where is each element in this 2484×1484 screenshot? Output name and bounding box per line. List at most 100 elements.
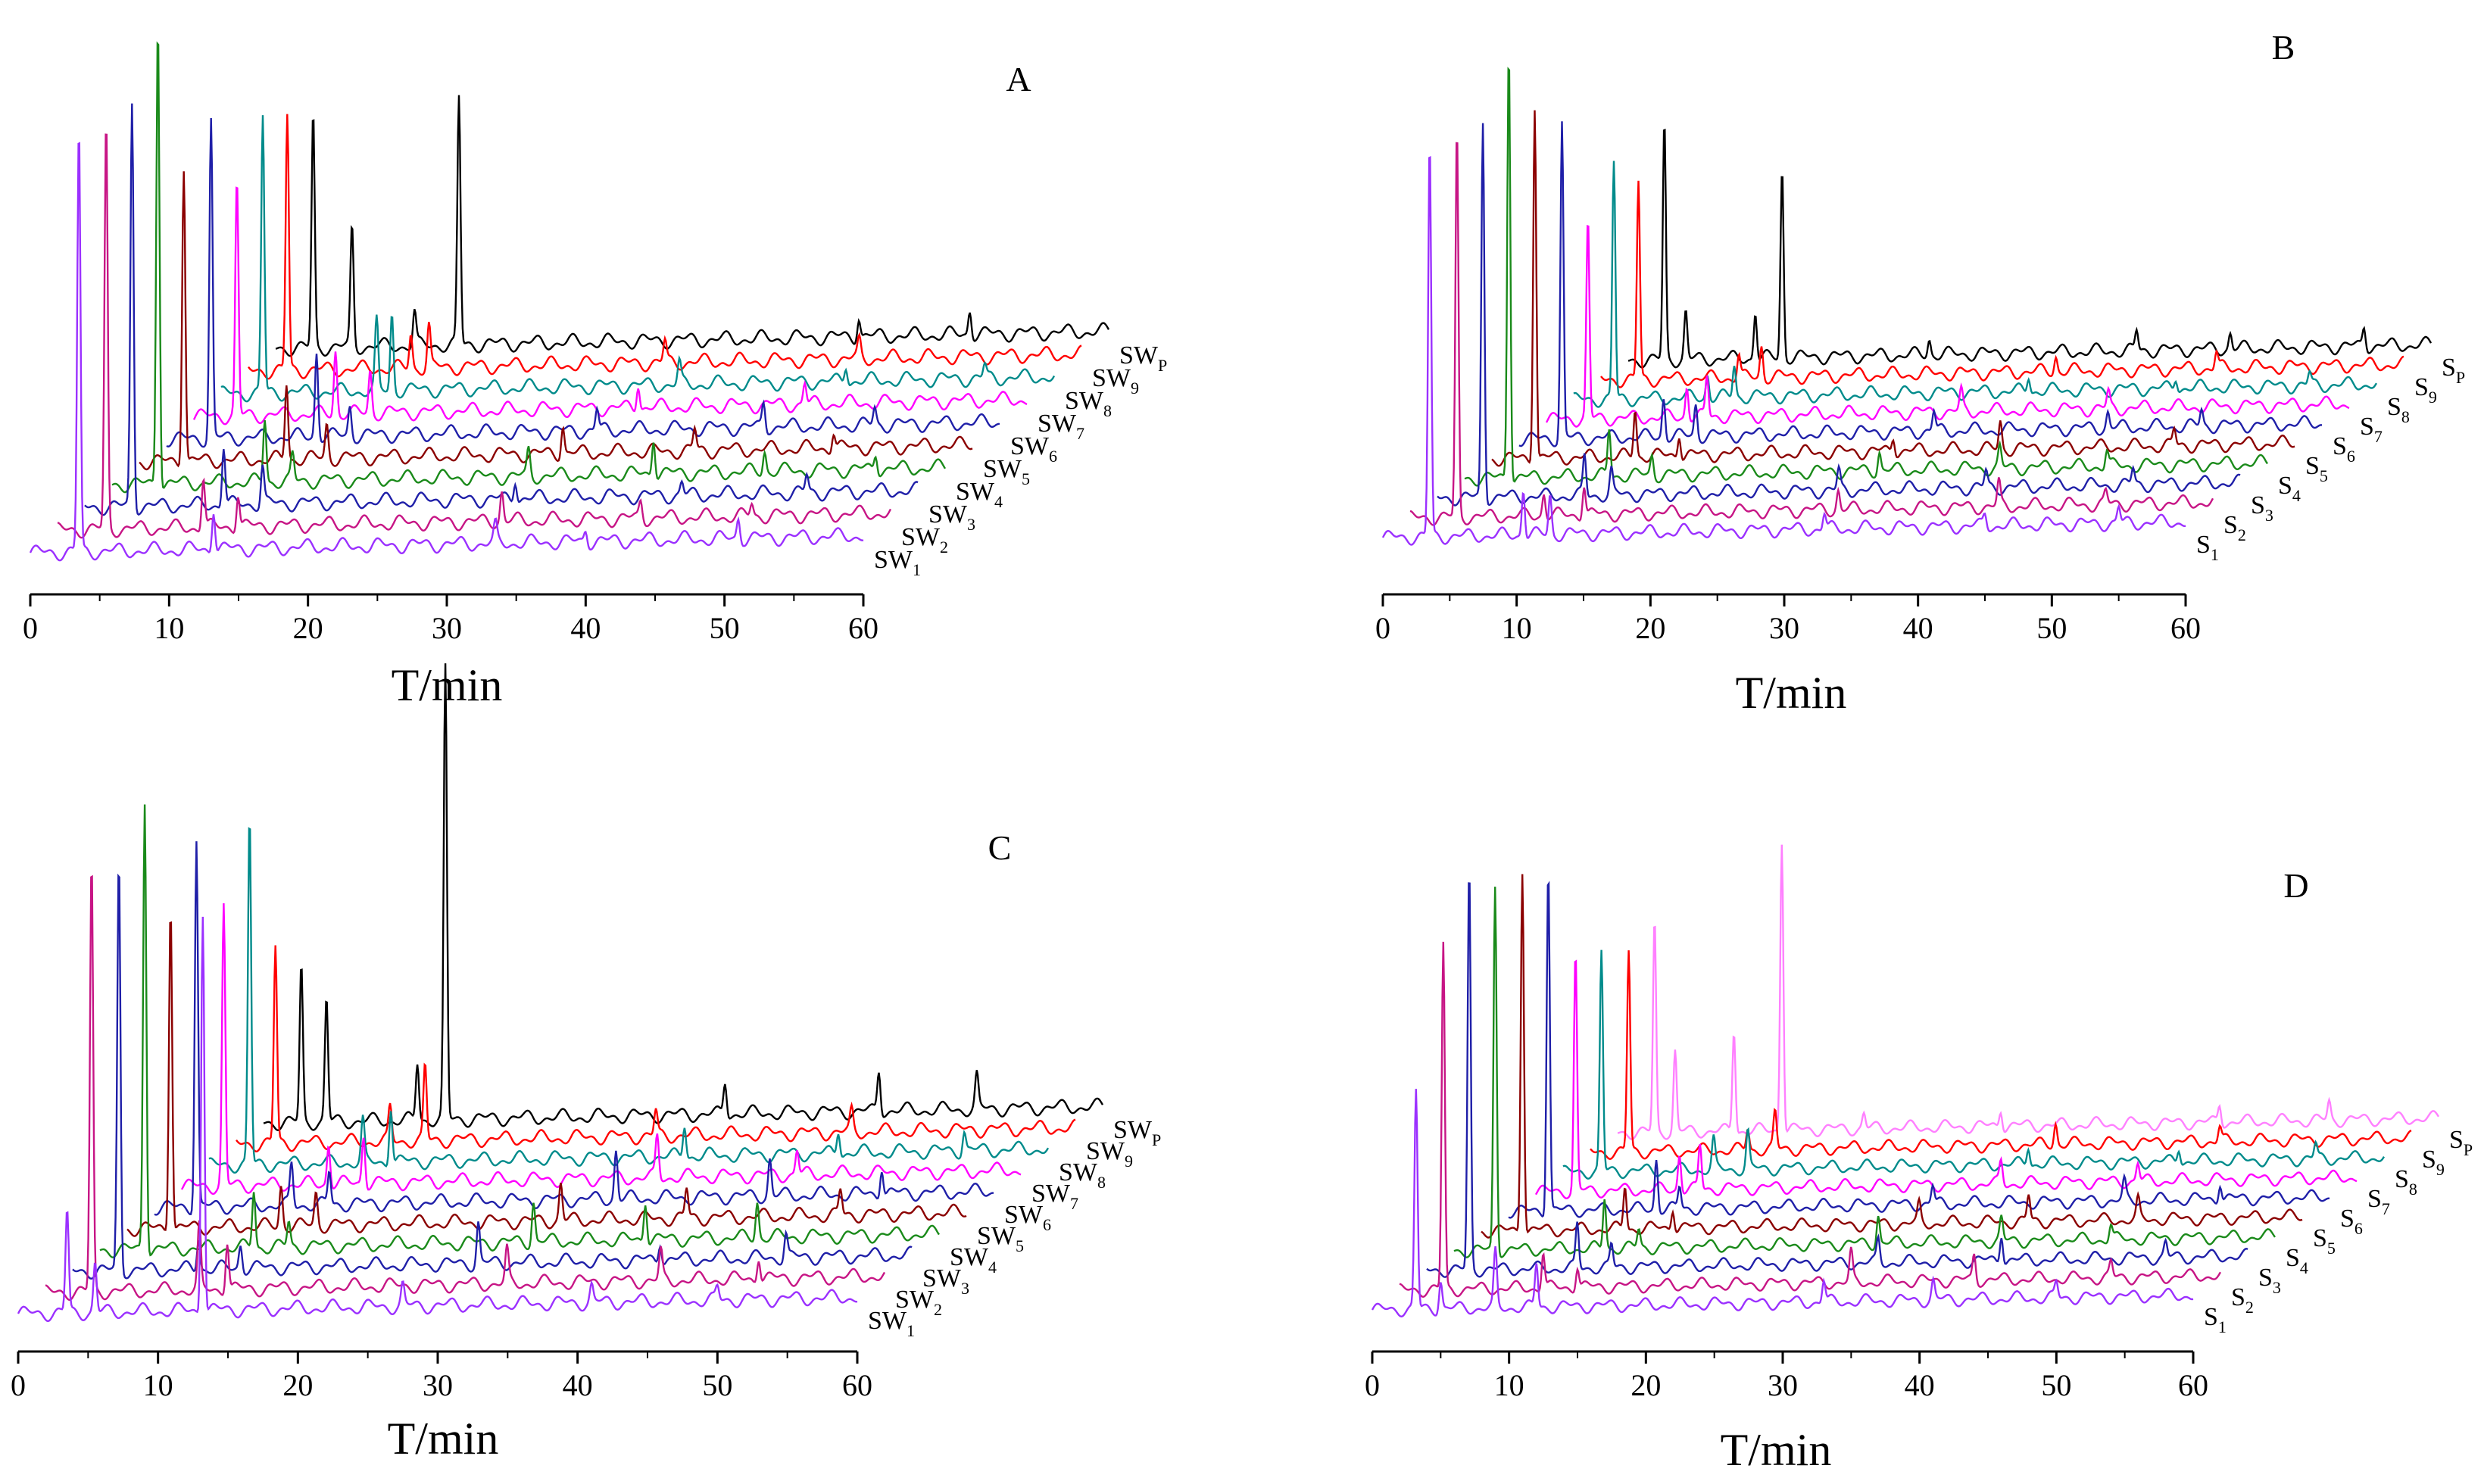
x-tick-label: 50 — [702, 1368, 732, 1402]
x-tick-label: 20 — [1631, 1368, 1661, 1402]
series-label: SW3 — [922, 1264, 969, 1298]
trace-sw-5 — [126, 921, 967, 1237]
trace-s-1 — [1381, 155, 2186, 546]
trace-sw-8 — [208, 827, 1050, 1174]
trace-sw-5 — [139, 171, 973, 471]
panel-title: C — [988, 828, 1012, 867]
x-tick-label: 20 — [1635, 611, 1665, 645]
series-label: SW7 — [1038, 410, 1084, 443]
x-tick-label: 20 — [293, 611, 323, 645]
series-label: S2 — [2223, 511, 2246, 544]
series-label: SP — [2449, 1126, 2473, 1159]
series-label: S5 — [2313, 1224, 2336, 1258]
series-label: S5 — [2305, 452, 2328, 485]
trace-s-p — [1617, 844, 2440, 1140]
series-label: SW1 — [868, 1307, 915, 1340]
series-label: S3 — [2258, 1264, 2281, 1297]
series-label: S4 — [2278, 472, 2301, 505]
trace-sw-2 — [45, 874, 886, 1302]
series-label: SW1 — [874, 546, 921, 579]
trace-s-3 — [1437, 123, 2241, 507]
series-label: S9 — [2414, 373, 2437, 407]
trace-sw-3 — [72, 873, 913, 1280]
series-label: SW4 — [956, 478, 1003, 511]
trace-s-9 — [1600, 180, 2404, 388]
trace-s-6 — [1518, 121, 2323, 447]
trace-sw-4 — [99, 804, 940, 1258]
x-tick-label: 0 — [1375, 611, 1390, 645]
series-label: S9 — [2422, 1146, 2445, 1179]
x-tick-label: 30 — [432, 611, 462, 645]
x-tick-label: 40 — [1905, 1368, 1935, 1402]
x-tick-label: 0 — [11, 1368, 26, 1402]
panel-title: D — [2283, 866, 2308, 905]
x-axis-label: T/min — [392, 660, 503, 710]
series-label: S2 — [2231, 1283, 2254, 1317]
trace-sw-p — [263, 663, 1104, 1131]
x-tick-label: 50 — [2041, 1368, 2071, 1402]
trace-sw-7 — [192, 186, 1028, 426]
trace-s-7 — [1545, 224, 2350, 428]
panel-c: 0 10 20 30 40 50 60 T/min C SWPSW9SW8SW7SW6SW5SW4… — [11, 663, 1161, 1464]
series-label: SW6 — [1010, 432, 1057, 466]
series-label: S1 — [2204, 1303, 2227, 1336]
series-label: S8 — [2395, 1165, 2417, 1199]
trace-sw-6 — [154, 841, 994, 1216]
trace-s-2 — [1409, 142, 2214, 526]
series-label: SWP — [1119, 341, 1167, 375]
trace-s-5 — [1481, 874, 2303, 1239]
x-axis-label: T/min — [388, 1414, 499, 1464]
series-label: S7 — [2360, 413, 2383, 446]
trace-s-2 — [1399, 941, 2222, 1298]
series-label: SW8 — [1059, 1158, 1106, 1192]
x-tick-label: 60 — [2178, 1368, 2208, 1402]
series-label: SWP — [1113, 1116, 1161, 1149]
x-tick-label: 40 — [563, 1368, 593, 1402]
trace-sw-7 — [180, 903, 1022, 1196]
trace-sw-9 — [236, 945, 1076, 1152]
x-axis-label: T/min — [1721, 1425, 1832, 1475]
x-axis-label: T/min — [1736, 668, 1847, 718]
x-tick-label: 30 — [1769, 611, 1799, 645]
series-label: S3 — [2251, 491, 2273, 525]
x-tick-label: 20 — [282, 1368, 313, 1402]
series-label: SW2 — [901, 523, 948, 556]
series-label: S1 — [2196, 531, 2219, 564]
series-label: SP — [2442, 354, 2465, 387]
panel-title: B — [2272, 28, 2295, 67]
x-tick-label: 10 — [1502, 611, 1532, 645]
series-label: S4 — [2286, 1244, 2308, 1277]
x-tick-label: 10 — [143, 1368, 173, 1402]
trace-sw-8 — [220, 115, 1056, 403]
trace-s-4 — [1453, 887, 2276, 1258]
panel-a: 0 10 20 30 40 50 60 T/min A SWPSW9SW8SW7SW6SW5SW4… — [23, 41, 1167, 710]
series-label: SW4 — [950, 1243, 997, 1277]
series-label: SW7 — [1031, 1180, 1078, 1213]
series-label: S6 — [2340, 1205, 2363, 1238]
series-label: SW5 — [983, 455, 1030, 488]
x-tick-label: 40 — [570, 611, 601, 645]
series-label: SW8 — [1065, 387, 1112, 420]
series-label: S7 — [2367, 1185, 2390, 1218]
trace-s-5 — [1491, 110, 2295, 467]
series-label: SW3 — [928, 500, 975, 534]
series-label: SW6 — [1004, 1201, 1051, 1234]
x-tick-label: 10 — [1494, 1368, 1524, 1402]
x-tick-label: 60 — [2170, 611, 2201, 645]
trace-s-1 — [1371, 1089, 2194, 1318]
trace-sw-9 — [248, 114, 1082, 380]
trace-sw-2 — [57, 133, 892, 539]
series-label: SW5 — [977, 1222, 1024, 1255]
trace-sw-1 — [29, 142, 864, 562]
x-tick-label: 30 — [1768, 1368, 1798, 1402]
x-tick-label: 0 — [1365, 1368, 1380, 1402]
series-label: SW2 — [895, 1286, 942, 1319]
x-tick-label: 60 — [848, 611, 878, 645]
series-label: SW9 — [1086, 1137, 1133, 1171]
trace-sw-p — [275, 95, 1110, 357]
x-tick-label: 60 — [842, 1368, 872, 1402]
